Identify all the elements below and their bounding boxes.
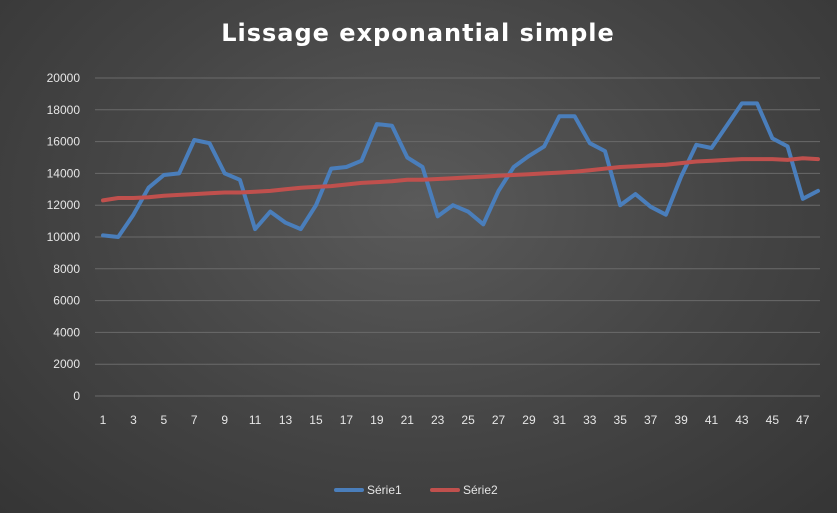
x-tick-label: 25 bbox=[461, 413, 475, 427]
x-tick-label: 1 bbox=[100, 413, 107, 427]
x-tick-label: 29 bbox=[522, 413, 536, 427]
x-tick-label: 31 bbox=[553, 413, 567, 427]
y-tick-label: 14000 bbox=[47, 166, 81, 180]
y-tick-label: 4000 bbox=[53, 325, 80, 339]
y-tick-label: 16000 bbox=[47, 135, 81, 149]
x-tick-label: 3 bbox=[130, 413, 137, 427]
chart-title: Lissage exponantial simple bbox=[221, 19, 615, 47]
x-tick-label: 33 bbox=[583, 413, 597, 427]
x-tick-label: 39 bbox=[674, 413, 688, 427]
x-tick-label: 13 bbox=[279, 413, 293, 427]
x-tick-label: 43 bbox=[735, 413, 749, 427]
legend-label-2: Série2 bbox=[463, 483, 498, 497]
x-tick-label: 11 bbox=[249, 413, 262, 427]
y-tick-label: 2000 bbox=[53, 357, 80, 371]
y-tick-label: 12000 bbox=[47, 198, 81, 212]
y-tick-label: 20000 bbox=[47, 71, 81, 85]
x-tick-label: 7 bbox=[191, 413, 198, 427]
series-lines bbox=[101, 101, 820, 239]
x-tick-label: 9 bbox=[221, 413, 228, 427]
y-axis-ticks: 0 2000 4000 6000 8000 10000 12000 14000 16000 180… bbox=[47, 71, 81, 403]
x-tick-label: 35 bbox=[614, 413, 628, 427]
x-tick-label: 23 bbox=[431, 413, 445, 427]
gridlines bbox=[95, 77, 820, 397]
legend-label-1: Série1 bbox=[367, 483, 402, 497]
x-tick-label: 19 bbox=[370, 413, 384, 427]
y-tick-label: 6000 bbox=[53, 294, 80, 308]
y-tick-label: 10000 bbox=[47, 230, 81, 244]
x-tick-label: 15 bbox=[309, 413, 323, 427]
series-line-1 bbox=[101, 101, 820, 239]
x-tick-label: 21 bbox=[401, 413, 415, 427]
x-tick-label: 47 bbox=[796, 413, 810, 427]
y-tick-label: 18000 bbox=[47, 103, 81, 117]
x-tick-label: 37 bbox=[644, 413, 658, 427]
x-tick-label: 41 bbox=[705, 413, 719, 427]
x-tick-label: 45 bbox=[766, 413, 780, 427]
legend: Série1 Série2 bbox=[334, 483, 498, 497]
series-line-2 bbox=[101, 156, 820, 203]
x-axis-ticks: 1 3 5 7 9 11 13 15 17 19 21 23 25 27 29 31 33 35 37 39 41 43 4… bbox=[100, 413, 810, 427]
x-tick-label: 27 bbox=[492, 413, 506, 427]
x-tick-label: 5 bbox=[161, 413, 168, 427]
y-tick-label: 0 bbox=[73, 389, 80, 403]
y-tick-label: 8000 bbox=[53, 262, 80, 276]
x-tick-label: 17 bbox=[340, 413, 354, 427]
